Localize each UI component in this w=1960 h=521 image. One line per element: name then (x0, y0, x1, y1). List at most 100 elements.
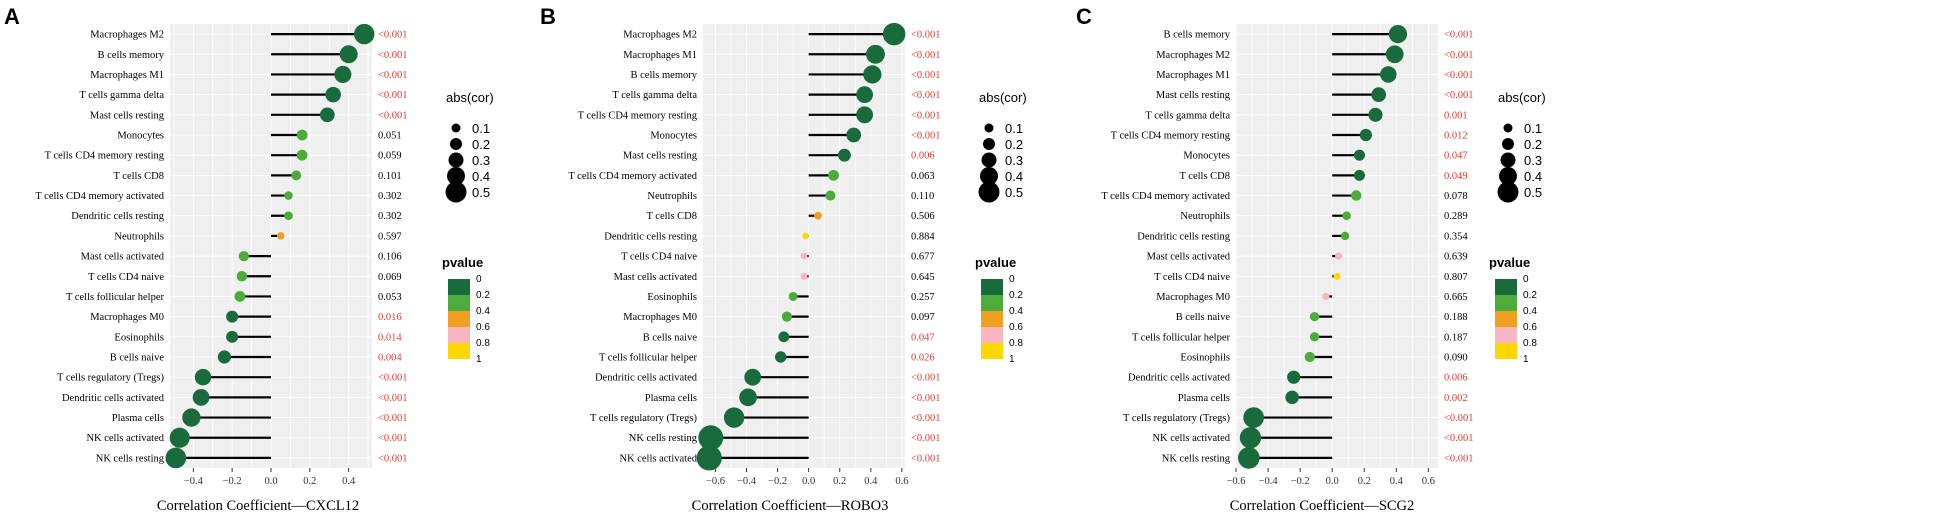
pvalue-label: <0.001 (1444, 413, 1474, 424)
lollipop-dot (236, 271, 248, 282)
size-legend-label: 0.2 (472, 137, 490, 152)
category-label: Dendritic cells resting (1137, 231, 1230, 242)
size-legend-label: 0.2 (1524, 137, 1542, 152)
x-axis-title: Correlation Coefficient—ROBO3 (692, 498, 889, 514)
pvalue-label: 0.257 (911, 292, 935, 303)
x-axis-title: Correlation Coefficient—CXCL12 (157, 498, 359, 514)
lollipop-dot (354, 23, 375, 45)
lollipop-dot (1353, 169, 1365, 181)
size-legend-label: 0.1 (1005, 121, 1023, 136)
lollipop-dot (814, 211, 822, 220)
x-tick-label: 0.6 (1422, 476, 1435, 487)
category-label: Eosinophils (114, 332, 164, 343)
color-legend-swatch (981, 311, 1003, 327)
lollipop-dot (788, 291, 798, 301)
pvalue-label: <0.001 (1444, 50, 1474, 61)
size-legend-dot (981, 152, 997, 168)
lollipop-dot (800, 252, 808, 260)
size-legend-label: 0.3 (1005, 153, 1023, 168)
lollipop-dot (192, 388, 210, 406)
lollipop-dot (1380, 66, 1397, 83)
pvalue-label: 0.053 (378, 292, 402, 303)
size-legend-label: 0.5 (1005, 185, 1023, 200)
size-legend-label: 0.2 (1005, 137, 1023, 152)
pvalue-label: <0.001 (911, 70, 941, 81)
pvalue-label: 0.014 (378, 332, 402, 343)
pvalue-label: <0.001 (378, 90, 408, 101)
size-legend-label: 0.4 (1005, 169, 1023, 184)
category-label: T cells follicular helper (66, 292, 165, 303)
category-label: Macrophages M0 (1156, 292, 1230, 303)
x-tick-label: 0.2 (833, 476, 846, 487)
pvalue-label: <0.001 (378, 393, 408, 404)
pvalue-label: 0.097 (911, 312, 935, 323)
lollipop-dot (319, 107, 335, 123)
pvalue-label: 0.016 (378, 312, 402, 323)
color-legend-label: 0.4 (1009, 306, 1023, 317)
pvalue-label: <0.001 (911, 453, 941, 464)
pvalue-label: <0.001 (911, 433, 941, 444)
x-axis-title: Correlation Coefficient—SCG2 (1230, 498, 1415, 514)
pvalue-label: <0.001 (378, 373, 408, 384)
color-legend-label: 0.6 (1523, 322, 1537, 333)
pvalue-label: 0.354 (1444, 231, 1468, 242)
pvalue-label: 0.645 (911, 272, 935, 283)
x-tick-label: −0.4 (1259, 476, 1279, 487)
pvalue-label: <0.001 (911, 131, 941, 142)
size-legend-label: 0.1 (472, 121, 490, 136)
category-label: Dendritic cells resting (71, 211, 164, 222)
color-legend-label: 0.2 (1523, 290, 1537, 301)
size-legend-dot (1500, 152, 1516, 168)
color-legend-label: 0 (1523, 274, 1529, 285)
pvalue-label: 0.106 (378, 252, 402, 263)
category-label: NK cells resting (629, 433, 698, 444)
x-tick-label: −0.2 (1291, 476, 1310, 487)
category-label: Macrophages M2 (90, 30, 164, 41)
lollipop-dot (1340, 231, 1350, 241)
color-legend-title: pvalue (975, 255, 1016, 270)
lollipop-dot (739, 388, 757, 407)
category-label: Plasma cells (112, 413, 164, 424)
category-label: Macrophages M2 (623, 30, 697, 41)
category-label: T cells regulatory (Tregs) (590, 413, 698, 424)
color-legend-swatch (1495, 311, 1517, 327)
category-label: T cells CD8 (646, 211, 697, 222)
x-tick-label: 0.4 (342, 476, 356, 487)
pvalue-label: 0.069 (378, 272, 402, 283)
category-label: Monocytes (117, 131, 164, 142)
category-label: T cells follicular helper (1132, 332, 1231, 343)
size-legend-dot (978, 181, 1000, 203)
category-label: B cells naive (643, 332, 698, 343)
lollipop-dot (1335, 252, 1343, 260)
category-label: NK cells activated (86, 433, 164, 444)
color-legend-swatch (1495, 295, 1517, 311)
lollipop-dot (226, 330, 239, 343)
pvalue-label: 0.302 (378, 211, 402, 222)
x-tick-label: 0.2 (1358, 476, 1371, 487)
size-legend: abs(cor) 0.10.20.30.40.5 (445, 90, 494, 203)
lollipop-dot (1388, 24, 1408, 44)
color-legend-title: pvalue (1489, 255, 1530, 270)
color-legend-label: 0 (476, 274, 482, 285)
category-label: T cells CD4 naive (1154, 272, 1230, 283)
pvalue-label: <0.001 (378, 433, 408, 444)
category-label: Mast cells activated (614, 272, 698, 283)
color-legend-label: 0.2 (1009, 290, 1023, 301)
lollipop-dot (802, 232, 809, 240)
size-legend-dot (1502, 138, 1514, 150)
size-legend-label: 0.5 (1524, 185, 1542, 200)
lollipop-dot (856, 106, 873, 124)
pvalue-label: 0.078 (1444, 191, 1468, 202)
pvalue-label: <0.001 (378, 413, 408, 424)
color-legend-label: 0.8 (1009, 338, 1023, 349)
lollipop-dot (284, 211, 293, 221)
category-label: T cells CD4 memory resting (1111, 131, 1231, 142)
panel-letter: B (540, 4, 556, 29)
panel-letter: C (1076, 4, 1092, 29)
lollipop-dot (856, 86, 873, 104)
lollipop-dot (226, 310, 239, 323)
lollipop-dot (296, 149, 308, 161)
category-label: T cells gamma delta (1145, 110, 1230, 121)
pvalue-label: <0.001 (1444, 433, 1474, 444)
category-label: Macrophages M1 (623, 50, 697, 61)
